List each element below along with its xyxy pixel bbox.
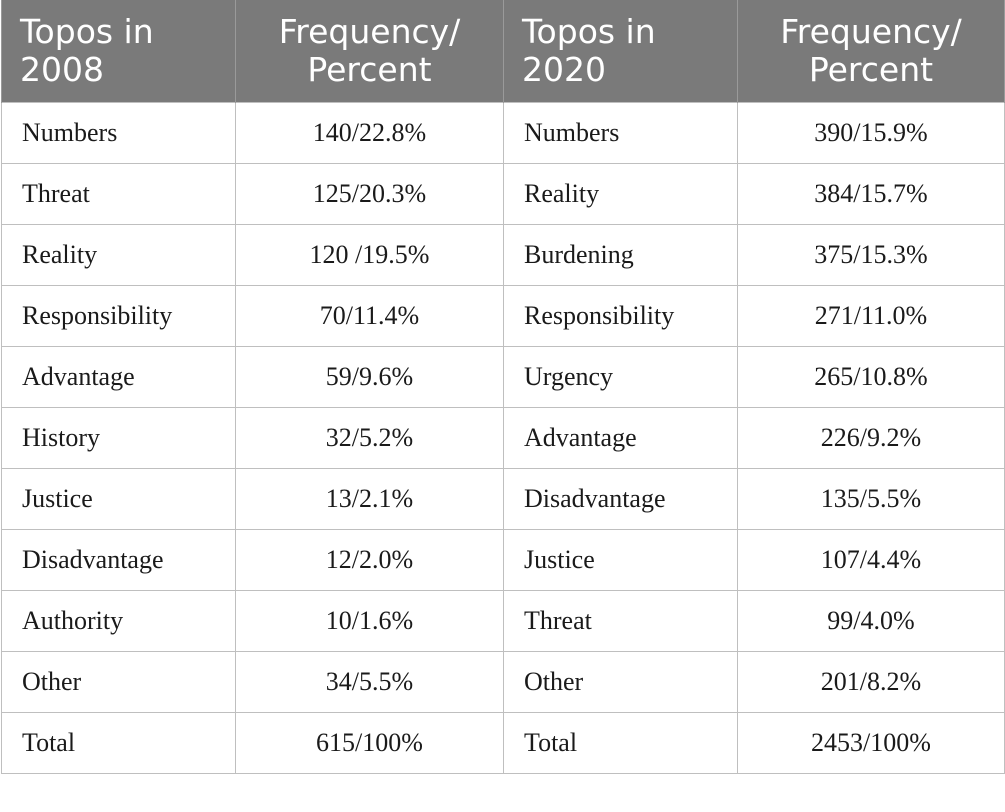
- table-row: Authority 10/1.6% Threat 99/4.0%: [1, 589, 1005, 652]
- topos-2020-cell: Responsibility: [503, 284, 738, 347]
- frequency-2020-cell: 271/11.0%: [737, 284, 1005, 347]
- header-frequency-2008: Frequency/ Percent: [235, 0, 504, 102]
- frequency-2008-cell: 34/5.5%: [235, 650, 504, 713]
- frequency-2008-total: 615/100%: [235, 711, 504, 774]
- header-frequency-2020-line1: Frequency/: [780, 11, 962, 51]
- frequency-2008-cell: 59/9.6%: [235, 345, 504, 408]
- topos-2008-cell: Justice: [1, 467, 236, 530]
- topos-2020-cell: Numbers: [503, 101, 738, 164]
- header-row: Topos in 2008 Frequency/ Percent Topos i…: [1, 0, 1005, 102]
- header-topos-2020-line2: 2020: [522, 49, 606, 89]
- topos-2008-cell: Authority: [1, 589, 236, 652]
- table-row: Disadvantage 12/2.0% Justice 107/4.4%: [1, 528, 1005, 591]
- topos-2008-total-label: Total: [1, 711, 236, 774]
- topos-2008-cell: Other: [1, 650, 236, 713]
- header-topos-2020: Topos in 2020: [503, 0, 738, 102]
- topos-2020-cell: Other: [503, 650, 738, 713]
- frequency-2020-cell: 201/8.2%: [737, 650, 1005, 713]
- table-row: Justice 13/2.1% Disadvantage 135/5.5%: [1, 467, 1005, 530]
- frequency-2008-cell: 140/22.8%: [235, 101, 504, 164]
- header-topos-2008-line2: 2008: [20, 49, 104, 89]
- frequency-2020-cell: 226/9.2%: [737, 406, 1005, 469]
- topos-2020-cell: Disadvantage: [503, 467, 738, 530]
- topos-2008-cell: Disadvantage: [1, 528, 236, 591]
- frequency-2020-cell: 375/15.3%: [737, 223, 1005, 286]
- table-row: History 32/5.2% Advantage 226/9.2%: [1, 406, 1005, 469]
- topos-2008-cell: Responsibility: [1, 284, 236, 347]
- header-frequency-2008-line2: Percent: [307, 49, 432, 89]
- frequency-2008-cell: 32/5.2%: [235, 406, 504, 469]
- frequency-2020-cell: 390/15.9%: [737, 101, 1005, 164]
- topos-2020-cell: Urgency: [503, 345, 738, 408]
- topos-2008-cell: Reality: [1, 223, 236, 286]
- frequency-2020-total: 2453/100%: [737, 711, 1005, 774]
- header-frequency-2020-line2: Percent: [808, 49, 934, 89]
- frequency-2008-cell: 70/11.4%: [235, 284, 504, 347]
- frequency-2020-cell: 107/4.4%: [737, 528, 1005, 591]
- table-row: Responsibility 70/11.4% Responsibility 2…: [1, 284, 1005, 347]
- frequency-2008-cell: 125/20.3%: [235, 162, 504, 225]
- header-topos-2008-line1: Topos in: [20, 11, 154, 51]
- topos-2008-cell: Threat: [1, 162, 236, 225]
- frequency-2008-cell: 120 /19.5%: [235, 223, 504, 286]
- frequency-2008-cell: 10/1.6%: [235, 589, 504, 652]
- topos-2008-cell: History: [1, 406, 236, 469]
- topos-2020-cell: Justice: [503, 528, 738, 591]
- table-row: Advantage 59/9.6% Urgency 265/10.8%: [1, 345, 1005, 408]
- topos-2020-cell: Reality: [503, 162, 738, 225]
- frequency-2020-cell: 384/15.7%: [737, 162, 1005, 225]
- topos-2008-cell: Advantage: [1, 345, 236, 408]
- frequency-2020-cell: 265/10.8%: [737, 345, 1005, 408]
- table-row: Other 34/5.5% Other 201/8.2%: [1, 650, 1005, 713]
- topos-2020-cell: Threat: [503, 589, 738, 652]
- table-row: Threat 125/20.3% Reality 384/15.7%: [1, 162, 1005, 225]
- topos-2020-cell: Burdening: [503, 223, 738, 286]
- frequency-2020-cell: 135/5.5%: [737, 467, 1005, 530]
- topos-2020-total-label: Total: [503, 711, 738, 774]
- table-body: Numbers 140/22.8% Numbers 390/15.9% Thre…: [1, 101, 1005, 774]
- topos-2020-cell: Advantage: [503, 406, 738, 469]
- table-row: Reality 120 /19.5% Burdening 375/15.3%: [1, 223, 1005, 286]
- header-frequency-2008-line1: Frequency/: [278, 11, 461, 51]
- topos-frequency-table: Topos in 2008 Frequency/ Percent Topos i…: [1, 0, 1005, 774]
- frequency-2008-cell: 12/2.0%: [235, 528, 504, 591]
- table-row: Numbers 140/22.8% Numbers 390/15.9%: [1, 101, 1005, 164]
- header-topos-2008: Topos in 2008: [1, 0, 236, 102]
- frequency-2020-cell: 99/4.0%: [737, 589, 1005, 652]
- header-frequency-2020: Frequency/ Percent: [737, 0, 1005, 102]
- total-row: Total 615/100% Total 2453/100%: [1, 711, 1005, 774]
- topos-2008-cell: Numbers: [1, 101, 236, 164]
- table-header: Topos in 2008 Frequency/ Percent Topos i…: [1, 0, 1005, 102]
- frequency-2008-cell: 13/2.1%: [235, 467, 504, 530]
- header-topos-2020-line1: Topos in: [522, 11, 656, 51]
